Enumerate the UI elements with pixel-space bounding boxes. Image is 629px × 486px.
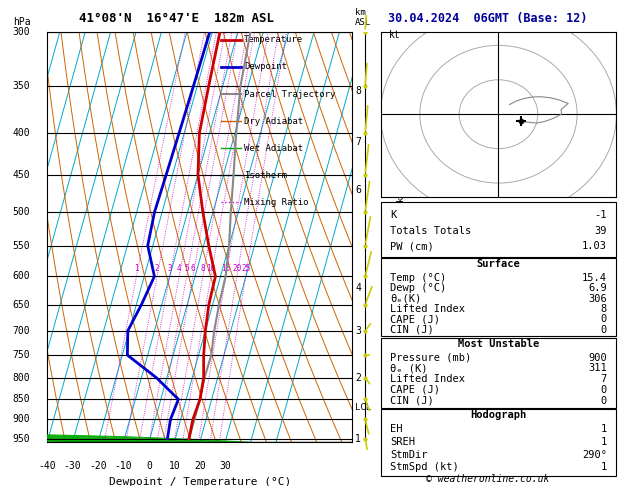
Text: Dewp (°C): Dewp (°C) [390, 283, 446, 294]
Text: 4: 4 [355, 283, 361, 293]
Text: 306: 306 [588, 294, 607, 304]
Text: 650: 650 [13, 299, 30, 310]
Text: 400: 400 [13, 128, 30, 138]
Text: Parcel Trajectory: Parcel Trajectory [244, 89, 335, 99]
Text: 290°: 290° [582, 450, 607, 459]
FancyBboxPatch shape [381, 202, 616, 257]
Text: θₑ(K): θₑ(K) [390, 294, 421, 304]
Text: -30: -30 [64, 461, 81, 471]
FancyBboxPatch shape [381, 409, 616, 476]
Text: 500: 500 [13, 207, 30, 217]
Text: 1: 1 [601, 437, 607, 447]
Text: CIN (J): CIN (J) [390, 396, 434, 405]
Text: 5: 5 [184, 264, 189, 273]
Text: 8: 8 [201, 264, 205, 273]
Text: 3: 3 [167, 264, 172, 273]
Text: 750: 750 [13, 350, 30, 360]
Text: θₑ (K): θₑ (K) [390, 364, 428, 373]
Text: Mixing Ratio (g/kg): Mixing Ratio (g/kg) [396, 186, 406, 288]
FancyBboxPatch shape [381, 258, 616, 336]
Text: Isotherm: Isotherm [244, 171, 287, 180]
Text: 30.04.2024  06GMT (Base: 12): 30.04.2024 06GMT (Base: 12) [387, 12, 587, 25]
Text: 3: 3 [355, 326, 361, 336]
Text: SREH: SREH [390, 437, 415, 447]
Text: 300: 300 [13, 27, 30, 36]
Text: 20: 20 [194, 461, 206, 471]
Text: 1.03: 1.03 [582, 242, 607, 251]
Text: Temperature: Temperature [244, 35, 303, 44]
Text: 1: 1 [134, 264, 139, 273]
Text: 700: 700 [13, 326, 30, 336]
Text: 1: 1 [355, 434, 361, 444]
Text: Dry Adiabat: Dry Adiabat [244, 117, 303, 125]
Text: 6: 6 [191, 264, 195, 273]
Text: 800: 800 [13, 373, 30, 383]
Text: -40: -40 [38, 461, 56, 471]
Text: -1: -1 [594, 210, 607, 220]
Text: 950: 950 [13, 434, 30, 444]
Text: 350: 350 [13, 81, 30, 91]
Text: 450: 450 [13, 170, 30, 180]
Text: StmSpd (kt): StmSpd (kt) [390, 462, 459, 472]
Text: Temp (°C): Temp (°C) [390, 273, 446, 283]
Text: CAPE (J): CAPE (J) [390, 385, 440, 395]
Text: 850: 850 [13, 394, 30, 404]
Text: LCL: LCL [355, 403, 371, 412]
Text: 2: 2 [355, 373, 361, 383]
Text: Surface: Surface [477, 260, 520, 269]
FancyBboxPatch shape [381, 338, 616, 408]
Text: Lifted Index: Lifted Index [390, 374, 465, 384]
Text: 20: 20 [232, 264, 242, 273]
Text: 39: 39 [594, 226, 607, 236]
Text: Dewpoint / Temperature (°C): Dewpoint / Temperature (°C) [109, 477, 291, 486]
Text: 600: 600 [13, 271, 30, 281]
Text: Mixing Ratio: Mixing Ratio [244, 198, 308, 207]
Text: kt: kt [388, 31, 400, 40]
Text: Dewpoint: Dewpoint [244, 62, 287, 71]
Text: PW (cm): PW (cm) [390, 242, 434, 251]
Text: 15: 15 [221, 264, 231, 273]
Text: 0: 0 [146, 461, 152, 471]
Text: Pressure (mb): Pressure (mb) [390, 353, 471, 363]
Text: 4: 4 [177, 264, 182, 273]
Text: 0: 0 [601, 396, 607, 405]
Text: 8: 8 [601, 304, 607, 314]
Text: 1: 1 [601, 462, 607, 472]
Text: Totals Totals: Totals Totals [390, 226, 471, 236]
Text: Wet Adiabat: Wet Adiabat [244, 144, 303, 153]
Text: 6: 6 [355, 185, 361, 195]
Text: CIN (J): CIN (J) [390, 325, 434, 334]
Text: 900: 900 [13, 415, 30, 424]
Text: hPa: hPa [13, 17, 30, 28]
Text: 7: 7 [355, 137, 361, 147]
Text: 0: 0 [601, 385, 607, 395]
Text: 0: 0 [601, 325, 607, 334]
Text: Lifted Index: Lifted Index [390, 304, 465, 314]
Text: 8: 8 [355, 86, 361, 96]
Text: 25: 25 [241, 264, 250, 273]
Text: 6.9: 6.9 [588, 283, 607, 294]
Text: 10: 10 [169, 461, 180, 471]
Text: 900: 900 [588, 353, 607, 363]
Text: EH: EH [390, 424, 403, 434]
Text: -20: -20 [89, 461, 107, 471]
Text: 10: 10 [206, 264, 216, 273]
Text: 15.4: 15.4 [582, 273, 607, 283]
Text: -10: -10 [114, 461, 132, 471]
Text: 30: 30 [220, 461, 231, 471]
Text: © weatheronline.co.uk: © weatheronline.co.uk [426, 473, 549, 484]
Text: 1: 1 [601, 424, 607, 434]
Text: StmDir: StmDir [390, 450, 428, 459]
Text: 311: 311 [588, 364, 607, 373]
Text: Hodograph: Hodograph [470, 410, 526, 420]
Text: K: K [390, 210, 396, 220]
Text: 0: 0 [601, 314, 607, 324]
Text: km
ASL: km ASL [355, 8, 371, 28]
Text: 41°08'N  16°47'E  182m ASL: 41°08'N 16°47'E 182m ASL [79, 12, 274, 25]
Text: Most Unstable: Most Unstable [458, 339, 539, 349]
Text: 2: 2 [155, 264, 159, 273]
Text: 550: 550 [13, 241, 30, 251]
Text: 7: 7 [601, 374, 607, 384]
Text: CAPE (J): CAPE (J) [390, 314, 440, 324]
